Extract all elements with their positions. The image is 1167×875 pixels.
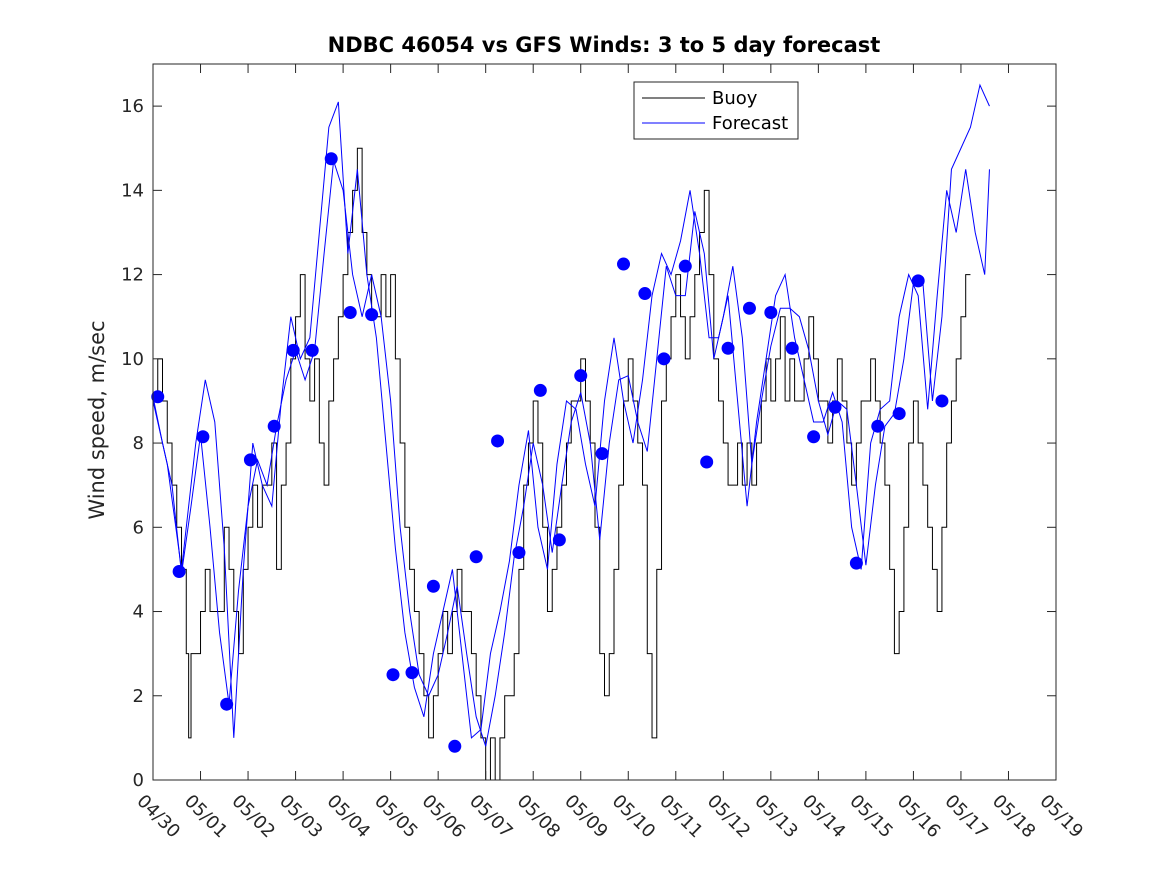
y-axis-ticks: 0 2 4 6 8 10 12 14 16 (121, 96, 1056, 791)
forecast-point (742, 301, 756, 315)
forecast-point (220, 697, 234, 711)
forecast-series-line (152, 83, 990, 747)
forecast-point (172, 565, 186, 579)
forecast-point (267, 419, 281, 433)
forecast-point (892, 407, 906, 421)
forecast-point (426, 579, 440, 593)
forecast-point (595, 447, 609, 461)
forecast-point (491, 434, 505, 448)
forecast-point (324, 152, 338, 166)
legend-forecast-label: Forecast (712, 113, 788, 134)
forecast-point (343, 305, 357, 319)
forecast-point (871, 419, 885, 433)
forecast-point (286, 343, 300, 357)
forecast-point (638, 287, 652, 301)
forecast-point (533, 383, 547, 397)
forecast-point (386, 668, 400, 682)
axes-box (152, 63, 1057, 781)
y-tick-label: 2 (133, 686, 144, 707)
legend-box (633, 81, 799, 140)
forecast-point (849, 556, 863, 570)
forecast-point (828, 400, 842, 414)
forecast-point (512, 546, 526, 560)
forecast-point (721, 341, 735, 355)
forecast-point (617, 257, 631, 271)
forecast-point (678, 259, 692, 273)
chart-title: NDBC 46054 vs GFS Winds: 3 to 5 day fore… (328, 33, 881, 57)
plot-content (151, 83, 990, 781)
forecast-point (764, 305, 778, 319)
forecast-series-line (152, 101, 990, 739)
forecast-point (700, 455, 714, 469)
forecast-point (785, 341, 799, 355)
y-tick-label: 10 (121, 349, 144, 370)
y-tick-label: 8 (133, 433, 144, 454)
y-axis-label: Wind speed, m/sec (85, 320, 109, 519)
y-tick-label: 0 (133, 770, 144, 791)
forecast-point (405, 666, 419, 680)
forecast-point (657, 352, 671, 366)
forecast-point (807, 430, 821, 444)
forecast-point (243, 453, 257, 467)
y-tick-label: 6 (133, 517, 144, 538)
legend-buoy-label: Buoy (712, 88, 758, 109)
y-tick-label: 12 (121, 265, 144, 286)
legend: Buoy Forecast (633, 81, 799, 140)
forecast-point (574, 369, 588, 383)
forecast-point (552, 533, 566, 547)
forecast-point (305, 343, 319, 357)
forecast-point (935, 394, 949, 408)
forecast-point (448, 739, 462, 753)
forecast-point (365, 308, 379, 322)
forecast-point (196, 430, 210, 444)
y-tick-label: 14 (121, 180, 144, 201)
y-tick-label: 4 (133, 602, 144, 623)
forecast-point (911, 274, 925, 288)
y-tick-label: 16 (121, 96, 144, 117)
forecast-point (151, 390, 165, 404)
forecast-point (469, 550, 483, 564)
